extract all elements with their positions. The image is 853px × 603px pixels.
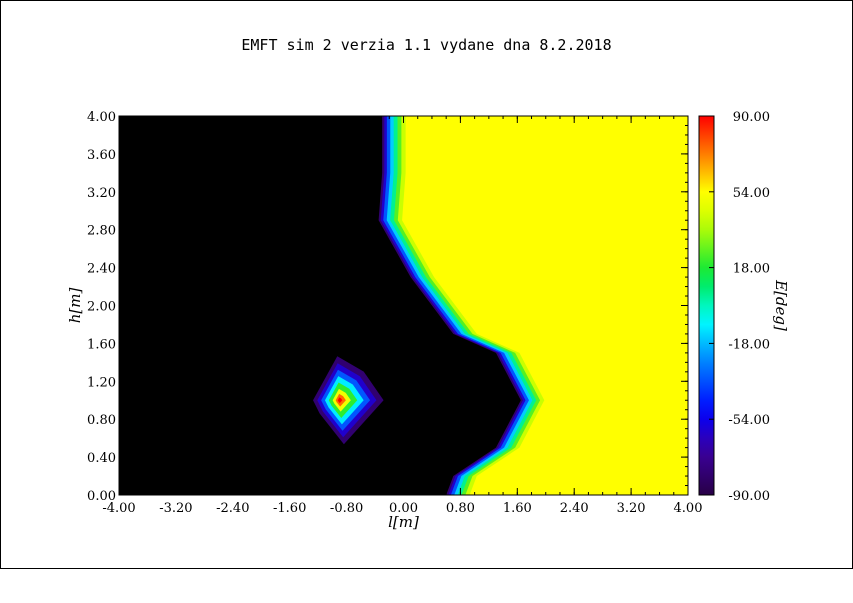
x-tick-label: 3.20 [617,501,646,516]
y-tick-label: 2.40 [87,262,116,277]
x-tick-label: 0.80 [446,501,475,516]
x-tick-label: 2.40 [560,501,589,516]
hotspot-band [337,397,343,404]
y-tick-label: 0.80 [87,413,116,428]
colorbar [698,115,715,496]
y-tick-label: 3.20 [87,186,116,201]
chart-title: EMFT sim 2 verzia 1.1 vydane dna 8.2.201… [241,36,612,54]
y-axis-label: h[m] [66,288,84,324]
y-tick-label: 2.00 [87,300,116,315]
y-tick-label: 3.60 [87,148,116,163]
x-tick-label: -3.20 [159,501,192,516]
y-tick-label: 0.00 [87,489,116,504]
x-tick-label: -1.60 [273,501,306,516]
colorbar-tick-label: 90.00 [733,110,770,125]
y-tick-label: 2.80 [87,224,116,239]
x-tick-label: -0.80 [330,501,363,516]
colorbar-label: E[deg] [772,279,790,331]
x-tick-label: -2.40 [216,501,249,516]
colorbar-tick-label: -54.00 [728,413,770,428]
colorbar-tick-label: 18.00 [733,262,770,277]
colorbar-tick-label: 54.00 [733,186,770,201]
y-tick-label: 1.20 [87,375,116,390]
x-tick-label: 4.00 [674,501,703,516]
y-tick-label: 0.40 [87,451,116,466]
heatmap-plot: -4.00 -3.20 -2.40 -1.60 -0.80 0.00 0.80 1.60 2.4… [66,110,790,531]
colorbar-tick-label: -90.00 [728,489,770,504]
x-tick-label: 1.60 [503,501,532,516]
x-tick-label: 0.00 [389,501,418,516]
x-axis-label: l[m] [388,513,419,531]
low-region [119,116,521,495]
y-tick-label: 4.00 [87,110,116,125]
y-tick-label: 1.60 [87,337,116,352]
x-tick-label: -4.00 [102,501,135,516]
colorbar-tick-label: -18.00 [728,337,770,352]
